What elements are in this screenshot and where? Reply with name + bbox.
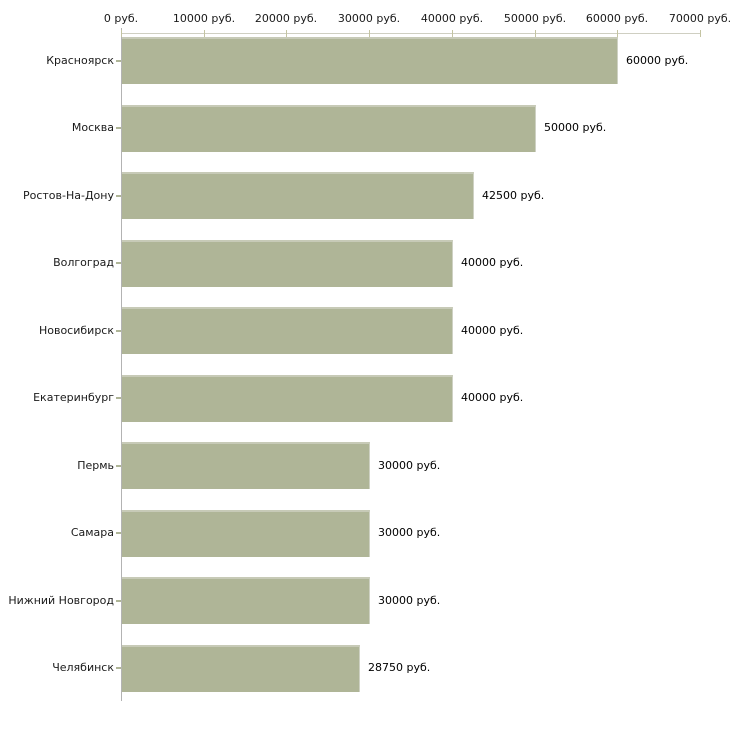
bar bbox=[122, 239, 453, 287]
category-tick-mark bbox=[116, 127, 121, 129]
value-label: 50000 руб. bbox=[544, 121, 607, 134]
category-tick-mark bbox=[116, 262, 121, 264]
bar bbox=[122, 442, 370, 489]
category-tick-mark bbox=[116, 599, 121, 602]
x-tick-mark bbox=[121, 30, 122, 37]
value-label: 30000 руб. bbox=[378, 526, 441, 539]
bar bbox=[122, 172, 474, 219]
x-tick-label: 0 руб. bbox=[103, 12, 139, 25]
value-label: 28750 руб. bbox=[368, 661, 431, 674]
category-label: Москва bbox=[71, 121, 114, 134]
bar bbox=[122, 37, 618, 84]
category-label: Екатеринбург bbox=[33, 391, 114, 404]
category-label: Красноярск bbox=[46, 53, 114, 67]
x-axis-line bbox=[121, 33, 701, 34]
category-tick-mark bbox=[116, 464, 121, 467]
category-label: Челябинск bbox=[52, 661, 114, 674]
category-label: Волгоград bbox=[53, 256, 114, 269]
x-tick-mark bbox=[286, 30, 287, 37]
x-tick-mark bbox=[535, 30, 536, 37]
category-label: Самара bbox=[70, 526, 114, 539]
x-tick-label: 60000 руб. bbox=[585, 12, 649, 25]
value-label: 60000 руб. bbox=[626, 53, 689, 67]
bar bbox=[122, 644, 360, 692]
x-tick-mark bbox=[700, 30, 701, 37]
x-tick-mark bbox=[452, 30, 453, 37]
x-tick-label: 10000 руб. bbox=[172, 12, 236, 25]
value-label: 40000 руб. bbox=[461, 323, 524, 337]
category-label: Новосибирск bbox=[38, 323, 114, 337]
category-tick-mark bbox=[116, 329, 121, 332]
x-tick-mark bbox=[369, 30, 370, 37]
bar bbox=[122, 307, 453, 354]
x-tick-mark bbox=[617, 30, 618, 37]
bar bbox=[122, 577, 370, 624]
x-tick-label: 20000 руб. bbox=[254, 12, 318, 25]
category-tick-mark bbox=[116, 667, 121, 669]
bar bbox=[122, 104, 536, 152]
category-label: Пермь bbox=[77, 458, 114, 472]
x-tick-label: 30000 руб. bbox=[337, 12, 401, 25]
x-tick-label: 70000 руб. bbox=[668, 12, 730, 25]
y-axis-line bbox=[121, 28, 122, 701]
category-label: Ростов-На-Дону bbox=[22, 188, 114, 202]
value-label: 42500 руб. bbox=[482, 188, 545, 202]
bar bbox=[122, 509, 370, 557]
category-tick-mark bbox=[116, 194, 121, 197]
bar bbox=[122, 374, 453, 422]
x-tick-label: 40000 руб. bbox=[420, 12, 484, 25]
value-label: 40000 руб. bbox=[461, 256, 524, 269]
value-label: 30000 руб. bbox=[378, 593, 441, 607]
value-label: 30000 руб. bbox=[378, 458, 441, 472]
x-tick-label: 50000 руб. bbox=[503, 12, 567, 25]
x-tick-mark bbox=[204, 30, 205, 37]
value-label: 40000 руб. bbox=[461, 391, 524, 404]
category-label: Нижний Новгород bbox=[8, 593, 114, 607]
category-tick-mark bbox=[116, 532, 121, 534]
category-tick-mark bbox=[116, 59, 121, 62]
category-tick-mark bbox=[116, 397, 121, 399]
